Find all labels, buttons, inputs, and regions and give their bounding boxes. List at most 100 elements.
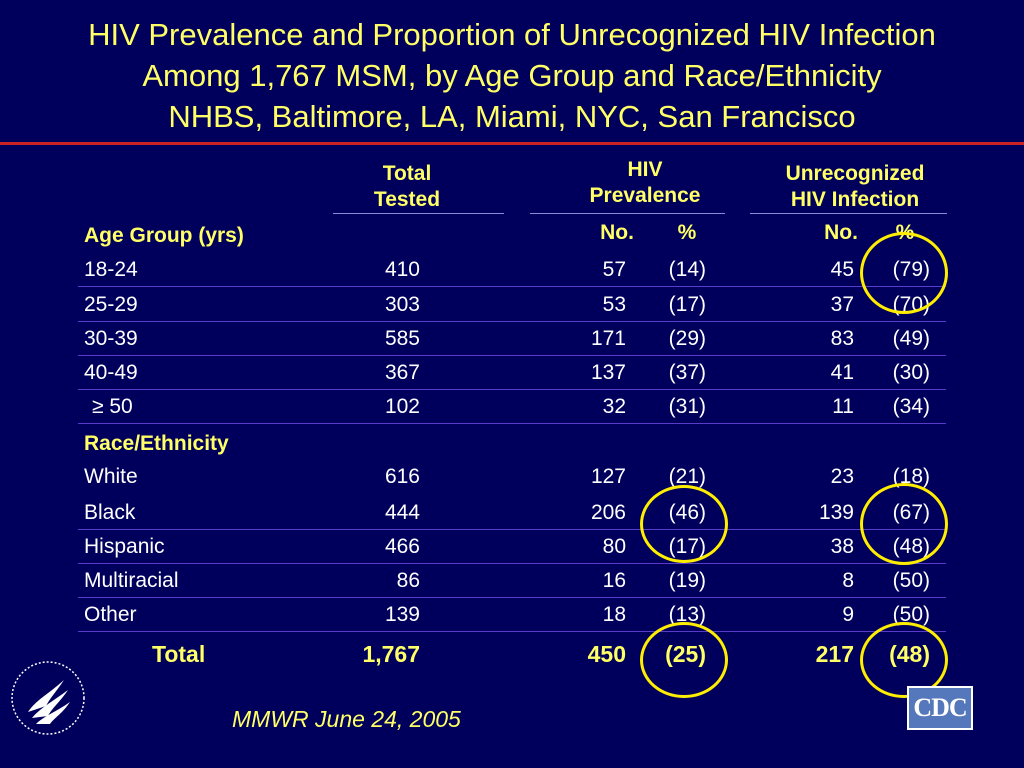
cell-unrec-no: 8 <box>842 569 854 592</box>
row-label: 18-24 <box>84 258 138 281</box>
row-label: ≥ 50 <box>92 395 133 418</box>
header-total-tested: Total Tested <box>352 161 462 213</box>
cell-hiv-no: 206 <box>590 501 626 524</box>
cell-hiv-pct: (17) <box>668 293 706 316</box>
table-row: Other 139 18 (13) 9 (50) <box>78 597 946 632</box>
cell-unrec-pct: (49) <box>892 327 930 350</box>
cell-unrec-no: 23 <box>830 465 854 488</box>
cell-total-tested: 410 <box>384 258 420 281</box>
cell-unrec-no: 45 <box>830 258 854 281</box>
highlight-circle-black-hiv <box>640 485 728 563</box>
table-row: Black 444 206 (46) 139 (67) <box>78 495 946 530</box>
cell-hiv-no: 127 <box>590 465 626 488</box>
race-ethnicity-label: Race/Ethnicity <box>84 432 229 455</box>
header-hiv-no: No. <box>600 221 634 244</box>
cell-unrec-no: 139 <box>818 501 854 524</box>
cell-unrec-pct: (50) <box>892 603 930 626</box>
row-label: 30-39 <box>84 327 138 350</box>
header-hiv-line2: Prevalence <box>589 184 701 207</box>
cell-unrec-no: 37 <box>830 293 854 316</box>
header-hiv-line1: HIV <box>627 158 663 181</box>
cell-hiv-no: 137 <box>590 361 626 384</box>
total-row: Total 1,767 450 (25) 217 (48) <box>78 637 946 673</box>
highlight-circle-black-unrec <box>860 483 948 565</box>
title-divider <box>0 142 1024 145</box>
cell-unrec-no: 38 <box>830 535 854 558</box>
row-label: 25-29 <box>84 293 138 316</box>
cell-total-tested: 139 <box>384 603 420 626</box>
cell-hiv-pct: (31) <box>668 395 706 418</box>
cell-unrec-no: 83 <box>830 327 854 350</box>
cell-unrec-pct: (30) <box>892 361 930 384</box>
total-label: Total <box>152 641 206 667</box>
cell-unrec-no: 11 <box>832 395 854 418</box>
cell-hiv-no: 80 <box>602 535 626 558</box>
table-row: 25-29 303 53 (17) 37 (70) <box>78 287 946 322</box>
title-line-3: NHBS, Baltimore, LA, Miami, NYC, San Fra… <box>168 99 856 134</box>
header-underline-hiv <box>530 213 725 214</box>
cell-unrec-no: 217 <box>815 641 854 667</box>
cell-hiv-no: 53 <box>602 293 626 316</box>
age-group-label: Age Group (yrs) <box>84 224 244 247</box>
cell-hiv-pct: (37) <box>668 361 706 384</box>
cell-hiv-no: 32 <box>602 395 626 418</box>
cell-hiv-pct: (21) <box>668 465 706 488</box>
cell-total-tested: 585 <box>384 327 420 350</box>
cell-total-tested: 86 <box>396 569 420 592</box>
cell-hiv-no: 57 <box>602 258 626 281</box>
cell-hiv-no: 450 <box>587 641 626 667</box>
cell-unrec-pct: (34) <box>892 395 930 418</box>
title-line-2: Among 1,767 MSM, by Age Group and Race/E… <box>142 58 882 93</box>
header-underline-unrec <box>750 213 947 214</box>
cell-total-tested: 1,767 <box>362 641 420 667</box>
cell-unrec-no: 9 <box>842 603 854 626</box>
table-row: 30-39 585 171 (29) 83 (49) <box>78 321 946 356</box>
cell-hiv-no: 171 <box>590 327 626 350</box>
table-row: 18-24 410 57 (14) 45 (79) <box>78 252 946 287</box>
header-unrec-no: No. <box>824 221 858 244</box>
highlight-circle-total-hiv <box>640 622 728 698</box>
cell-unrec-no: 41 <box>830 361 854 384</box>
cell-hiv-pct: (29) <box>668 327 706 350</box>
cell-unrec-pct: (18) <box>892 465 930 488</box>
row-label: Other <box>84 603 137 626</box>
cell-unrec-pct: (50) <box>892 569 930 592</box>
header-total-line2: Tested <box>373 188 441 211</box>
cell-total-tested: 466 <box>384 535 420 558</box>
table-row: 40-49 367 137 (37) 41 (30) <box>78 355 946 390</box>
row-label: 40-49 <box>84 361 138 384</box>
row-label: Black <box>84 501 136 524</box>
cell-total-tested: 102 <box>384 395 420 418</box>
table-row: Hispanic 466 80 (17) 38 (48) <box>78 529 946 564</box>
source-citation: MMWR June 24, 2005 <box>232 706 461 732</box>
cdc-logo: CDC <box>907 686 973 730</box>
header-hiv-prevalence: HIV Prevalence <box>560 157 730 209</box>
header-total-line1: Total <box>382 162 432 185</box>
cell-hiv-no: 18 <box>602 603 626 626</box>
cell-hiv-pct: (13) <box>668 603 706 626</box>
cell-total-tested: 303 <box>384 293 420 316</box>
row-label: Multiracial <box>84 569 179 592</box>
cell-total-tested: 616 <box>384 465 420 488</box>
header-hiv-pct: % <box>677 221 697 244</box>
cell-hiv-pct: (19) <box>668 569 706 592</box>
header-unrec-line2: HIV Infection <box>790 188 920 211</box>
slide-title: HIV Prevalence and Proportion of Unrecog… <box>0 14 1024 137</box>
cell-hiv-pct: (14) <box>668 258 706 281</box>
highlight-circle-18-24-unrec <box>860 232 948 314</box>
cell-total-tested: 444 <box>384 501 420 524</box>
row-label: White <box>84 465 138 488</box>
row-label: Hispanic <box>84 535 165 558</box>
header-unrecognized: Unrecognized HIV Infection <box>755 161 955 213</box>
table-row: White 616 127 (21) 23 (18) <box>78 459 946 493</box>
cell-total-tested: 367 <box>384 361 420 384</box>
title-line-1: HIV Prevalence and Proportion of Unrecog… <box>88 17 936 52</box>
hhs-eagle-icon <box>11 661 85 735</box>
table-row: Multiracial 86 16 (19) 8 (50) <box>78 563 946 598</box>
table-row: ≥ 50 102 32 (31) 11 (34) <box>78 389 946 424</box>
header-underline-total <box>333 213 504 214</box>
header-unrec-line1: Unrecognized <box>785 162 925 185</box>
cell-hiv-no: 16 <box>602 569 626 592</box>
highlight-circle-total-unrec <box>860 622 948 698</box>
